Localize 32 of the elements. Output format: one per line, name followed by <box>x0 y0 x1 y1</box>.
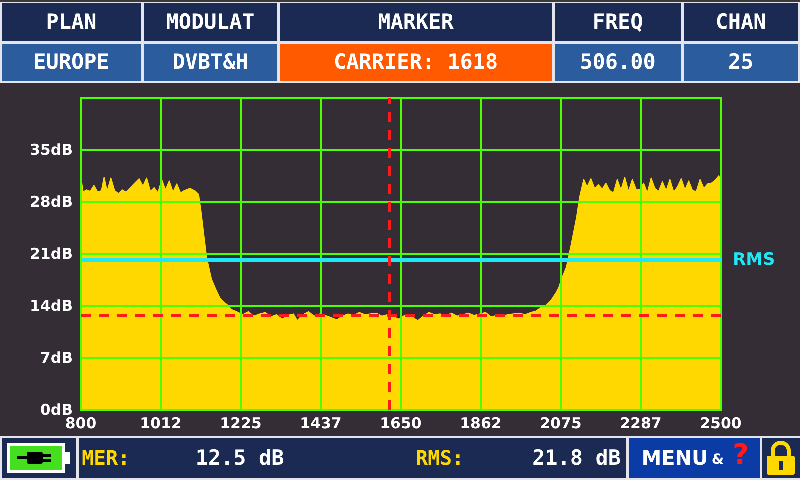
x-tick-label: 1650 <box>380 414 422 432</box>
text: DVBT&H <box>172 50 248 74</box>
text: MARKER <box>378 10 454 34</box>
y-tick-label: 21dB <box>30 245 73 263</box>
text: MENU <box>642 446 708 470</box>
text: MER: <box>82 446 130 470</box>
y-tick-label: 7dB <box>40 349 73 367</box>
y-tick-label: 35dB <box>30 141 73 159</box>
text: MODULAT <box>166 10 255 34</box>
text: CARRIER: 1618 <box>334 50 498 74</box>
text: 21.8 dB <box>532 446 621 470</box>
text: EUROPE <box>34 50 110 74</box>
text: 506.00 <box>580 50 656 74</box>
text: 25 <box>728 50 754 74</box>
text: FREQ <box>592 10 644 34</box>
x-tick-label: 1437 <box>300 414 342 432</box>
text: & <box>712 452 724 468</box>
text: PLAN <box>46 10 97 34</box>
x-tick-label: 2500 <box>700 414 742 432</box>
text: RMS: <box>416 446 464 470</box>
y-tick-label: 14dB <box>30 297 73 315</box>
x-tick-label: 1225 <box>220 414 262 432</box>
ref-line-label: RMS <box>733 250 776 270</box>
text: CHAN <box>716 10 766 34</box>
text: ? <box>732 438 750 471</box>
x-tick-label: 1862 <box>460 414 502 432</box>
y-tick-label: 28dB <box>30 193 73 211</box>
x-tick-label: 2075 <box>540 414 582 432</box>
x-tick-label: 2287 <box>620 414 662 432</box>
x-tick-label: 800 <box>65 414 97 432</box>
text: 12.5 dB <box>196 446 284 470</box>
x-tick-label: 1012 <box>140 414 182 432</box>
